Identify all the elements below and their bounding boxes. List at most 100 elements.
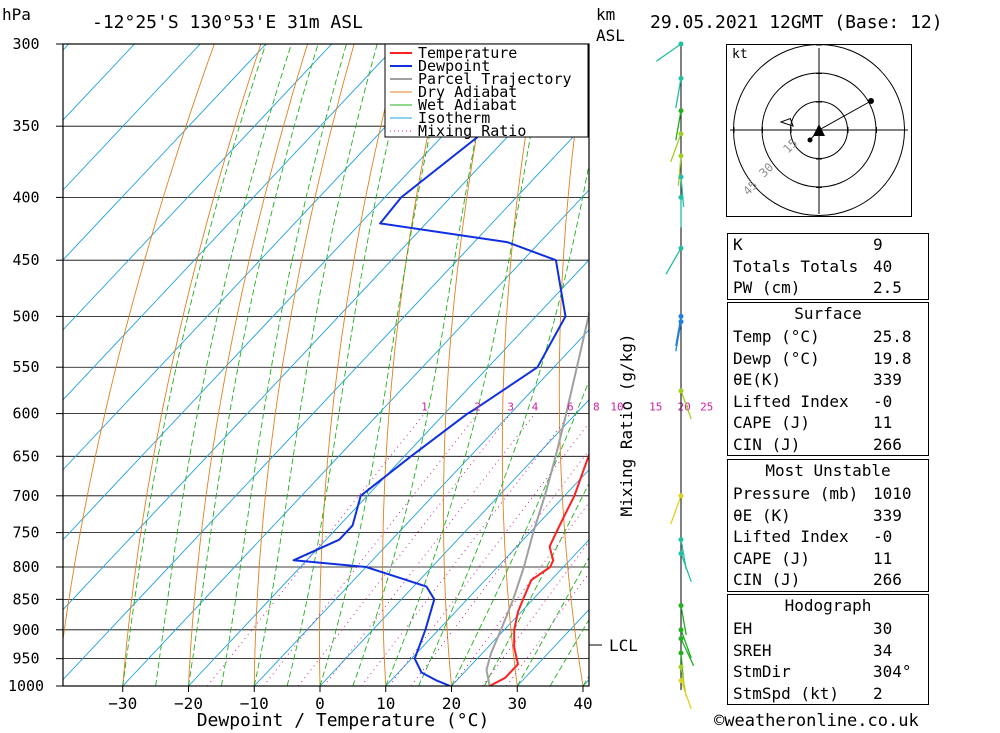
surface-li-label: Lifted Index (733, 391, 849, 411)
mixing-ratio-label: 15 (649, 401, 662, 414)
surface-cin-value: 266 (873, 434, 902, 454)
mu-pressure-label: Pressure (mb) (733, 484, 859, 503)
surface-cape-value: 11 (873, 413, 893, 432)
x-tick-label: 10 (376, 694, 395, 713)
wet-adiabat-line (319, 44, 451, 686)
dry-adiabat-line (253, 44, 355, 686)
temperature-line (489, 452, 589, 686)
y-tick-label: 400 (12, 188, 39, 206)
hodograph-table: Hodograph EH 30 SREH 34 StmDir 304° StmSpd … (727, 594, 929, 705)
hodograph-point (807, 137, 813, 143)
wind-level-dot (678, 75, 684, 81)
legend: Temperature Dewpoint Parcel Trajectory D… (384, 43, 589, 140)
wet-adiabat-line (484, 482, 589, 686)
surface-li-value: -0 (873, 391, 893, 411)
wind-barb (677, 155, 682, 186)
wind-barb (680, 553, 692, 582)
wind-level-dot (678, 313, 684, 319)
wind-profile (656, 41, 695, 710)
sreh-value: 34 (873, 640, 893, 660)
skewt-chart: 3003504004505005506006507007508008509009… (8, 35, 715, 731)
mu-pressure-value: 1010 (873, 484, 912, 503)
surface-temp-label: Temp (°C) (733, 327, 820, 346)
mixing-ratio-label: 6 (567, 401, 574, 414)
wet-adiabat-line (188, 44, 319, 686)
wet-adiabat-line (253, 44, 378, 686)
wind-barb (675, 78, 682, 109)
y-tick-label: 850 (12, 590, 39, 608)
legend-parcel: Parcel Trajectory (418, 70, 572, 88)
wind-level-dot (678, 174, 684, 180)
surface-dewp-label: Dewp (°C) (733, 348, 820, 368)
isotherm-line (63, 44, 267, 261)
dry-adiabat-line (501, 44, 542, 686)
y-tick-label: 1000 (8, 677, 44, 695)
hodograph-point (868, 98, 874, 104)
dewpoint-line (292, 44, 576, 686)
pw-label: PW (cm) (733, 278, 801, 297)
mixing-ratio-line (451, 501, 589, 686)
k-value: 9 (873, 235, 883, 254)
hodograph-table-title: Hodograph (784, 596, 872, 615)
x-tick-label: −20 (174, 694, 203, 713)
dry-adiabat-line (558, 44, 588, 686)
dry-adiabat-line (443, 44, 495, 686)
isotherm-line (63, 44, 464, 471)
eh-label: EH (733, 619, 753, 638)
legend-dewpoint: Dewpoint (418, 57, 490, 75)
stmspd-value: 2 (873, 683, 883, 703)
y-tick-label: 350 (12, 117, 39, 135)
wind-level-dot (678, 664, 684, 670)
wind-level-dot (678, 650, 684, 656)
wind-level-dot (678, 41, 684, 47)
wet-adiabat-line (582, 675, 589, 686)
y-tick-label: 600 (12, 405, 39, 423)
y-tick-label: 800 (12, 558, 39, 576)
stmdir-value: 304° (873, 662, 912, 681)
y-tick-label: 550 (12, 358, 39, 376)
y-tick-label: 650 (12, 447, 39, 465)
wind-level-dot (678, 537, 684, 543)
wet-adiabat-line (220, 44, 347, 686)
x-tick-label: 30 (508, 694, 527, 713)
wet-adiabat-line (122, 44, 267, 686)
wind-barb (675, 321, 682, 352)
totals-value: 40 (873, 256, 893, 276)
wet-adiabat-line (418, 162, 589, 686)
mu-li-label: Lifted Index (733, 527, 849, 546)
mixing-ratio-line (506, 572, 589, 686)
y-tick-label: 900 (12, 621, 39, 639)
indices-table: K 9 Totals Totals 40 PW (cm) 2.5 (727, 233, 929, 300)
mixing-ratio-label: 2 (474, 401, 481, 414)
y-tick-label: 300 (12, 35, 39, 53)
surface-title: Surface (794, 304, 862, 323)
dry-adiabat-line (668, 44, 715, 686)
mu-cin-value: 266 (873, 570, 902, 589)
legend-temperature: Temperature (418, 44, 517, 62)
isotherm-line (63, 119, 589, 681)
stmdir-label: StmDir (733, 662, 791, 681)
isotherm-line (385, 469, 589, 686)
sreh-label: SREH (733, 640, 772, 660)
isotherm-line (63, 49, 589, 611)
credit-link[interactable]: ©weatheronline.co.uk (714, 711, 919, 731)
mu-cin-label: CIN (J) (733, 570, 801, 589)
wind-level-dot (678, 603, 684, 609)
y-tick-label: 700 (12, 487, 39, 505)
surface-table: Surface Temp (°C) 25.8 Dewp (°C) 19.8 θE(K… (727, 302, 929, 456)
wet-adiabat-line (155, 44, 292, 686)
surface-cin-label: CIN (J) (733, 434, 801, 454)
wind-barb (680, 680, 692, 710)
surface-cape-label: CAPE (J) (733, 413, 811, 432)
surface-dewp-value: 19.8 (873, 348, 912, 368)
mixing-ratio-label: 8 (593, 401, 600, 414)
wet-adiabat-line (286, 44, 412, 686)
x-tick-label: −10 (240, 694, 269, 713)
eh-value: 30 (873, 619, 893, 638)
wet-adiabat-line (516, 556, 589, 686)
mixing-ratio-line (298, 413, 512, 686)
wind-level-dot (678, 551, 684, 557)
wind-level-dot (678, 194, 684, 200)
wind-level-dot (678, 245, 684, 251)
stmspd-label: StmSpd (kt) (733, 683, 839, 703)
